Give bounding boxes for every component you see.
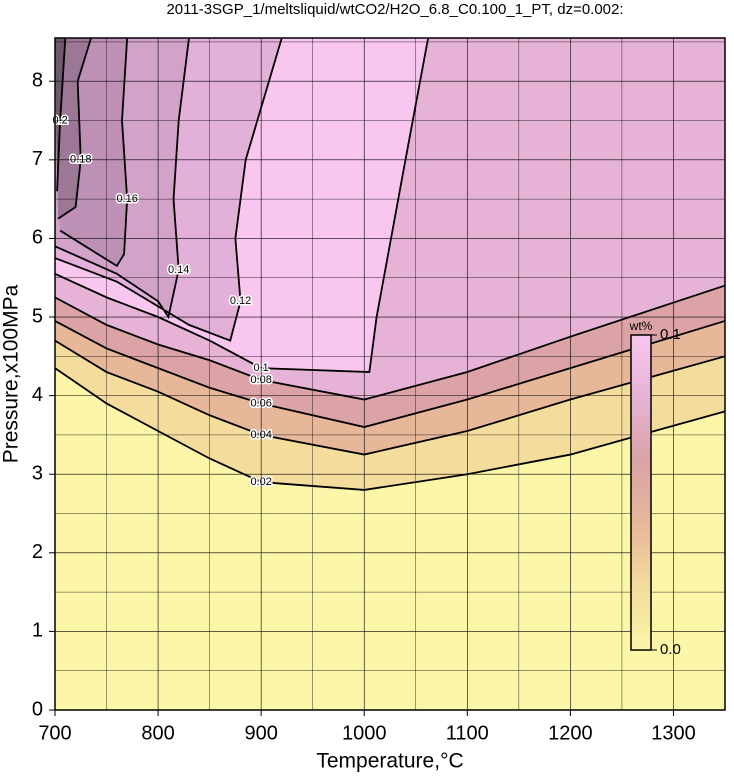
- x-tick-label: 1200: [548, 722, 593, 744]
- contour-line: [59, 37, 129, 268]
- y-tick-label: 8: [32, 70, 43, 92]
- y-tick-label: 1: [32, 620, 43, 642]
- x-tick-label: 1300: [651, 722, 696, 744]
- contour-label: 0.12: [230, 295, 251, 307]
- contour-line: [54, 37, 190, 320]
- y-tick-label: 0: [32, 698, 43, 720]
- y-axis-label: Pressure,x100MPa: [0, 284, 23, 463]
- colorbar-tick-label: 0.1: [660, 326, 681, 343]
- plot-area: 0.020.040.060.080.10.120.140.160.180.2: [51, 37, 726, 710]
- x-tick-label: 800: [141, 722, 174, 744]
- colorbar: [630, 334, 652, 651]
- plot-frame: [54, 37, 726, 711]
- x-tick-label: 1000: [342, 722, 387, 744]
- y-tick-label: 3: [32, 462, 43, 484]
- contour-line: [54, 37, 283, 342]
- y-tick-label: 5: [32, 305, 43, 327]
- contour-fill: [55, 38, 92, 219]
- colorbar-label: wt%: [629, 319, 653, 333]
- x-tick-label: 1100: [446, 722, 489, 744]
- y-tick-label: 7: [32, 148, 43, 170]
- y-tick-label: 2: [32, 541, 43, 563]
- contour-label: 0.14: [168, 264, 189, 276]
- colorbar-tick-label: 0.0: [660, 641, 681, 658]
- y-tick-label: 6: [32, 227, 43, 249]
- chart-title: 2011-3SGP_1/meltsliquid/wtCO2/H2O_6.8_C0…: [166, 1, 623, 18]
- x-tick-label: 700: [38, 722, 71, 744]
- y-tick-label: 4: [32, 384, 43, 406]
- x-axis-label: Temperature,°C: [316, 750, 463, 773]
- x-tick-label: 900: [244, 722, 277, 744]
